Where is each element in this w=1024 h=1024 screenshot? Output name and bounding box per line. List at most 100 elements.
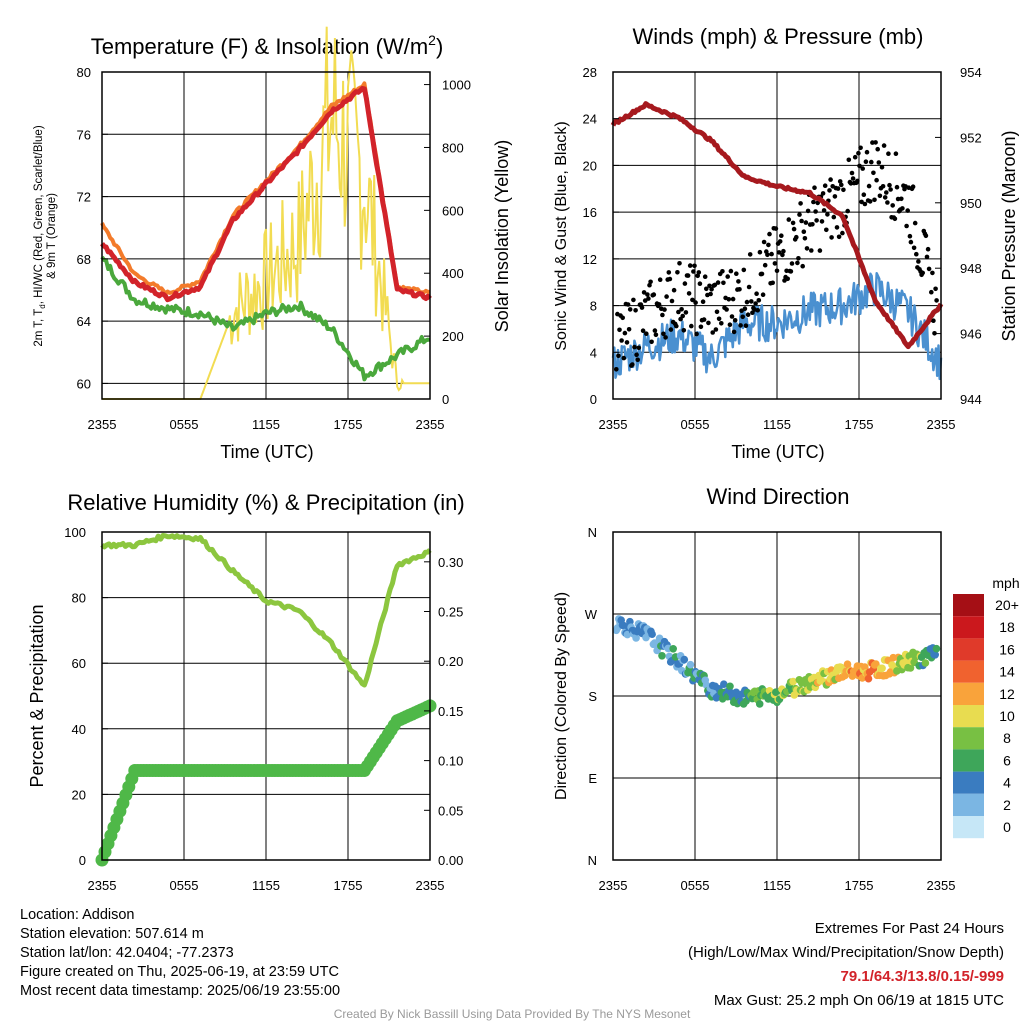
gust-point bbox=[696, 270, 702, 275]
x-tick-label: 0555 bbox=[681, 878, 710, 893]
y-right-tick-label: 954 bbox=[960, 65, 982, 80]
x-tick-label: 0555 bbox=[170, 878, 199, 893]
gust-point bbox=[719, 321, 724, 326]
gust-point bbox=[639, 305, 645, 310]
gust-point bbox=[636, 345, 642, 351]
x-tick-label: 1755 bbox=[334, 417, 363, 432]
gust-point bbox=[702, 274, 708, 280]
y-right-tick-label: 950 bbox=[960, 196, 982, 211]
gust-point bbox=[616, 353, 621, 359]
gust-point bbox=[817, 248, 823, 253]
x-tick-label: 2355 bbox=[416, 878, 445, 893]
gust-point bbox=[892, 216, 898, 222]
gust-point bbox=[692, 263, 697, 269]
gust-point bbox=[857, 163, 862, 169]
x-tick-label: 1755 bbox=[845, 417, 874, 432]
gust-point bbox=[767, 231, 772, 237]
gust-point bbox=[726, 297, 732, 302]
legend-label: 14 bbox=[999, 664, 1015, 680]
y-right-tick-label: 0 bbox=[442, 392, 449, 407]
gust-point bbox=[774, 268, 780, 274]
gust-point bbox=[929, 289, 934, 295]
gust-point bbox=[867, 199, 873, 204]
gust-point bbox=[852, 154, 858, 160]
legend-swatch bbox=[953, 793, 984, 816]
direction-point bbox=[872, 660, 880, 668]
gust-point bbox=[697, 281, 703, 287]
gust-point bbox=[800, 263, 805, 269]
gust-point bbox=[776, 250, 782, 255]
gust-point bbox=[626, 327, 632, 332]
direction-y-label: Direction (Colored By Speed) bbox=[553, 592, 570, 800]
legend-label: 18 bbox=[999, 619, 1015, 635]
gust-point bbox=[690, 297, 695, 303]
legend-label: 6 bbox=[1003, 752, 1011, 768]
gust-point bbox=[721, 280, 726, 286]
gust-point bbox=[710, 330, 715, 335]
y-direction-label: W bbox=[585, 607, 598, 622]
gust-point bbox=[904, 223, 909, 229]
legend-swatch bbox=[953, 727, 984, 750]
gust-point bbox=[886, 151, 891, 156]
gust-point bbox=[804, 246, 810, 251]
max-gust: Max Gust: 25.2 mph On 06/19 at 1815 UTC bbox=[713, 992, 1004, 1009]
temperature-panel-title: Temperature (F) & Insolation (W/m2) bbox=[91, 32, 444, 59]
extremes-subtitle: (High/Low/Max Wind/Precipitation/Snow De… bbox=[688, 944, 1004, 961]
gust-point bbox=[799, 218, 804, 224]
gust-point bbox=[635, 357, 640, 363]
gust-point bbox=[899, 196, 904, 202]
gust-point bbox=[872, 197, 877, 203]
gust-point bbox=[821, 208, 827, 213]
gust-point bbox=[680, 313, 685, 319]
legend-swatch bbox=[953, 771, 984, 794]
x-tick-label: 2355 bbox=[88, 417, 117, 432]
gust-point bbox=[877, 193, 883, 199]
legend-label: 10 bbox=[999, 708, 1015, 724]
x-tick-label: 1155 bbox=[763, 417, 791, 432]
gust-point bbox=[855, 178, 860, 184]
gust-point bbox=[880, 184, 886, 189]
gust-point bbox=[884, 190, 889, 195]
gust-point bbox=[661, 331, 666, 337]
gust-point bbox=[803, 220, 809, 225]
direction-plot-frame bbox=[612, 531, 942, 861]
y-right-tick-label: 800 bbox=[442, 140, 464, 155]
gust-point bbox=[820, 191, 826, 196]
gust-point bbox=[786, 217, 792, 222]
humidity-ticks: 2355 0555 1155 1755 23550204060801000.000.05… bbox=[64, 525, 463, 893]
gust-point bbox=[754, 291, 759, 297]
gust-point bbox=[864, 149, 870, 155]
temperature-panel: Temperature (F) & Insolation (W/m2) 2355… bbox=[33, 26, 512, 462]
x-tick-label: 2355 bbox=[927, 417, 956, 432]
gust-point bbox=[675, 270, 680, 275]
x-tick-label: 1155 bbox=[252, 878, 280, 893]
figure-created: Figure created on Thu, 2025-06-19, at 23… bbox=[20, 964, 339, 980]
gust-point bbox=[789, 261, 795, 266]
direction-point bbox=[680, 655, 689, 664]
legend-title: mph bbox=[992, 575, 1019, 591]
gust-point bbox=[841, 187, 846, 193]
gust-point bbox=[737, 287, 742, 292]
legend-label: 4 bbox=[1003, 775, 1011, 791]
gust-point bbox=[879, 164, 885, 170]
gust-point bbox=[664, 294, 669, 299]
gust-point bbox=[669, 298, 675, 304]
gust-point bbox=[725, 274, 730, 279]
gust-point bbox=[869, 159, 874, 165]
gust-point bbox=[743, 323, 749, 329]
y-left-tick-label: 8 bbox=[590, 299, 597, 314]
gust-point bbox=[798, 201, 803, 206]
y-direction-label: N bbox=[588, 853, 597, 868]
y-left-tick-label: 80 bbox=[72, 591, 86, 606]
y-left-tick-label: 16 bbox=[583, 205, 597, 220]
y-left-tick-label: 76 bbox=[77, 127, 91, 142]
gust-point bbox=[759, 271, 765, 277]
y-left-tick-label: 68 bbox=[77, 252, 91, 267]
gust-point bbox=[773, 226, 779, 231]
y-right-tick-label: 0.05 bbox=[438, 803, 463, 818]
gust-point bbox=[689, 323, 694, 329]
gust-point bbox=[662, 307, 667, 312]
winds-panel-title: Winds (mph) & Pressure (mb) bbox=[633, 24, 924, 49]
gust-point bbox=[839, 182, 844, 188]
humidity-panel-title: Relative Humidity (%) & Precipitation (i… bbox=[67, 490, 464, 515]
